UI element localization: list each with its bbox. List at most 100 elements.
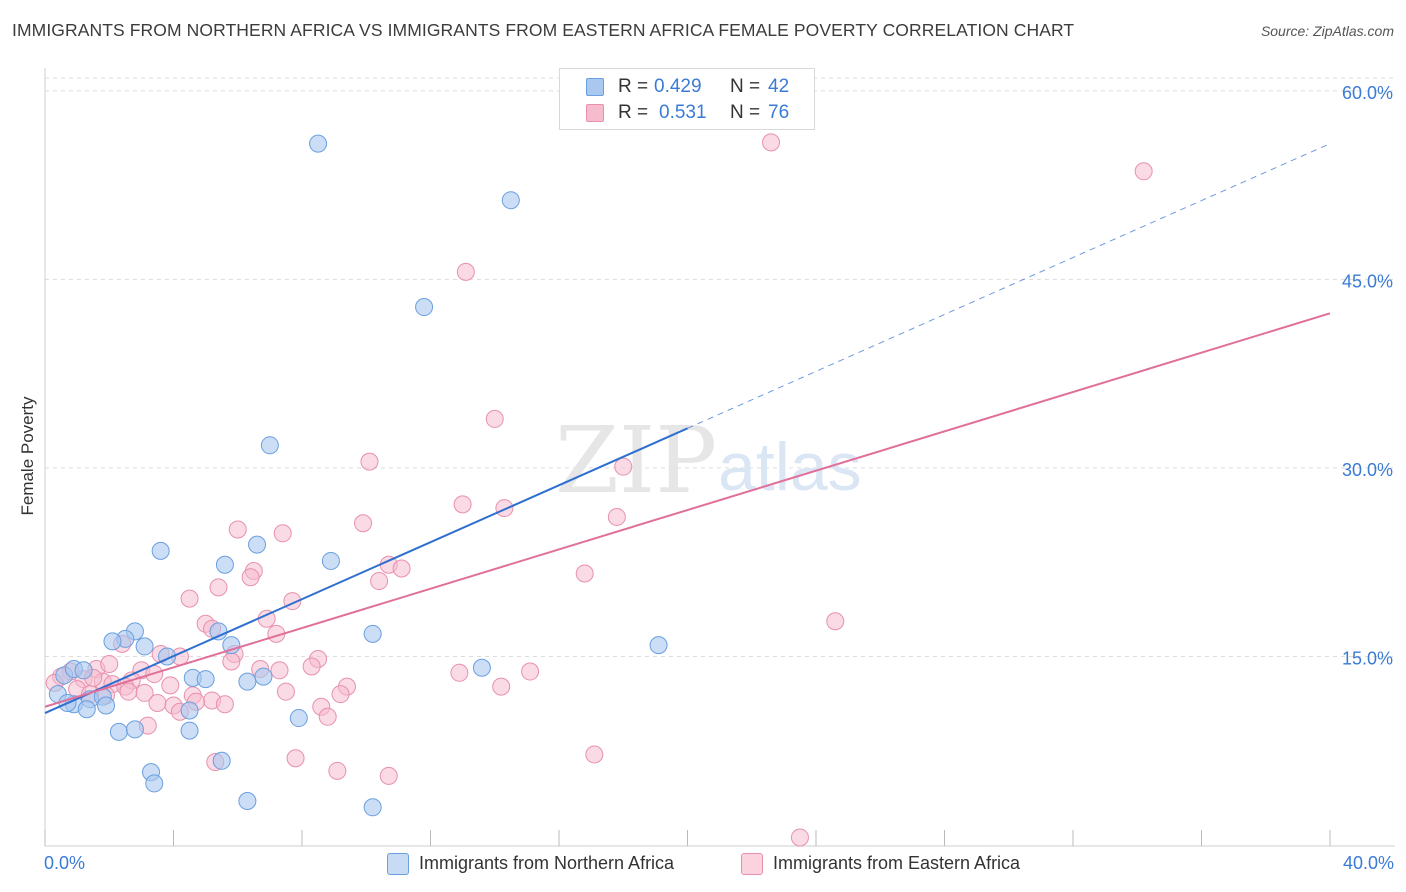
- data-point-eastern-africa: [585, 745, 604, 764]
- x-tick-label: 0.0%: [44, 853, 85, 873]
- trend-line-northern-africa-extension: [687, 143, 1331, 429]
- data-point-northern-africa: [254, 667, 273, 686]
- data-point-northern-africa: [649, 636, 668, 655]
- axis-layer: [44, 68, 1395, 847]
- data-point-eastern-africa: [100, 655, 119, 674]
- data-point-northern-africa: [238, 672, 257, 691]
- data-point-eastern-africa: [370, 572, 389, 591]
- legend-r-value: 0.531: [659, 102, 707, 123]
- legend-label: Immigrants from Northern Africa: [419, 853, 675, 873]
- data-point-eastern-africa: [360, 452, 379, 471]
- tick-label-layer: 15.0% 30.0% 45.0% 60.0% 0.0% 40.0%: [44, 83, 1394, 873]
- data-point-eastern-africa: [318, 707, 337, 726]
- legend-n-value: 76: [768, 102, 790, 123]
- data-point-northern-africa: [180, 721, 199, 740]
- data-point-northern-africa: [501, 191, 520, 210]
- data-point-eastern-africa: [241, 568, 260, 587]
- data-point-eastern-africa: [392, 559, 411, 578]
- y-tick-label: 60.0%: [1342, 83, 1393, 103]
- data-point-eastern-africa: [456, 262, 475, 281]
- data-point-northern-africa: [125, 720, 144, 739]
- y-tick-label: 15.0%: [1342, 648, 1393, 668]
- data-point-eastern-africa: [575, 564, 594, 583]
- watermark: ZIP atlas: [555, 407, 862, 514]
- data-point-eastern-africa: [492, 677, 511, 696]
- data-point-eastern-africa: [276, 682, 295, 701]
- data-point-northern-africa: [215, 555, 234, 574]
- correlation-legend: R = 0.429 N = 42 R = 0.531 N = 76: [559, 68, 815, 130]
- data-point-northern-africa: [109, 722, 128, 741]
- data-point-eastern-africa: [354, 514, 373, 533]
- legend-r-label: R =: [618, 102, 649, 123]
- data-point-northern-africa: [248, 535, 267, 554]
- data-point-eastern-africa: [450, 663, 469, 682]
- data-point-eastern-africa: [328, 761, 347, 780]
- data-point-eastern-africa: [495, 499, 514, 518]
- data-point-eastern-africa: [119, 682, 138, 701]
- data-point-northern-africa: [97, 696, 116, 715]
- watermark-zip: ZIP: [555, 407, 717, 514]
- data-point-northern-africa: [212, 751, 231, 770]
- data-point-eastern-africa: [302, 657, 321, 676]
- data-point-eastern-africa: [215, 695, 234, 714]
- legend-r-value: 0.429: [654, 76, 702, 97]
- legend-n-label: N =: [730, 102, 761, 123]
- data-point-northern-africa: [151, 541, 170, 560]
- data-point-northern-africa: [145, 774, 164, 793]
- data-point-eastern-africa: [826, 612, 845, 631]
- data-point-eastern-africa: [607, 507, 626, 526]
- data-point-northern-africa: [103, 632, 122, 651]
- trend-layer: [44, 143, 1331, 714]
- data-point-northern-africa: [196, 670, 215, 689]
- data-point-northern-africa: [289, 709, 308, 728]
- data-point-northern-africa: [363, 798, 382, 817]
- source-label: Source: ZipAtlas.com: [1260, 23, 1394, 39]
- data-point-eastern-africa: [485, 409, 504, 428]
- data-point-eastern-africa: [453, 495, 472, 514]
- series-legend: Immigrants from Northern Africa Immigran…: [0, 850, 1406, 878]
- data-point-eastern-africa: [521, 662, 540, 681]
- y-tick-label: 30.0%: [1342, 460, 1393, 480]
- trend-line-northern-africa: [44, 427, 688, 714]
- legend-n-value: 42: [768, 76, 790, 97]
- legend-label: Immigrants from Eastern Africa: [773, 853, 1021, 873]
- legend-swatch-pink: [741, 853, 763, 875]
- data-point-eastern-africa: [790, 828, 809, 847]
- data-point-northern-africa: [77, 700, 96, 719]
- data-point-eastern-africa: [222, 652, 241, 671]
- data-point-eastern-africa: [148, 693, 167, 712]
- data-point-eastern-africa: [273, 524, 292, 543]
- data-point-northern-africa: [74, 661, 93, 680]
- data-point-eastern-africa: [270, 661, 289, 680]
- y-tick-label: 45.0%: [1342, 271, 1393, 291]
- x-tick-label: 40.0%: [1343, 853, 1394, 873]
- trend-line-eastern-africa: [44, 312, 1331, 708]
- data-point-northern-africa: [472, 658, 491, 677]
- legend-swatch-blue: [586, 78, 604, 96]
- data-point-northern-africa: [209, 622, 228, 641]
- data-point-northern-africa: [321, 551, 340, 570]
- data-point-eastern-africa: [135, 683, 154, 702]
- data-point-northern-africa: [309, 134, 328, 153]
- chart-title: IMMIGRANTS FROM NORTHERN AFRICA VS IMMIG…: [12, 20, 1075, 40]
- legend-r-label: R =: [618, 76, 649, 97]
- data-point-northern-africa: [415, 298, 434, 317]
- data-point-eastern-africa: [614, 457, 633, 476]
- data-point-eastern-africa: [228, 520, 247, 539]
- data-point-eastern-africa: [331, 685, 350, 704]
- data-point-eastern-africa: [379, 766, 398, 785]
- data-point-eastern-africa: [1134, 162, 1153, 181]
- legend-n-label: N =: [730, 76, 761, 97]
- data-point-northern-africa: [363, 624, 382, 643]
- data-point-eastern-africa: [209, 578, 228, 597]
- legend-swatch-pink: [586, 104, 604, 122]
- data-point-eastern-africa: [762, 133, 781, 152]
- data-point-eastern-africa: [180, 589, 199, 608]
- data-point-northern-africa: [135, 637, 154, 656]
- data-point-eastern-africa: [161, 676, 180, 695]
- data-point-northern-africa: [180, 701, 199, 720]
- data-point-northern-africa: [238, 792, 257, 811]
- legend-swatch-blue: [387, 853, 409, 875]
- data-point-eastern-africa: [286, 749, 305, 768]
